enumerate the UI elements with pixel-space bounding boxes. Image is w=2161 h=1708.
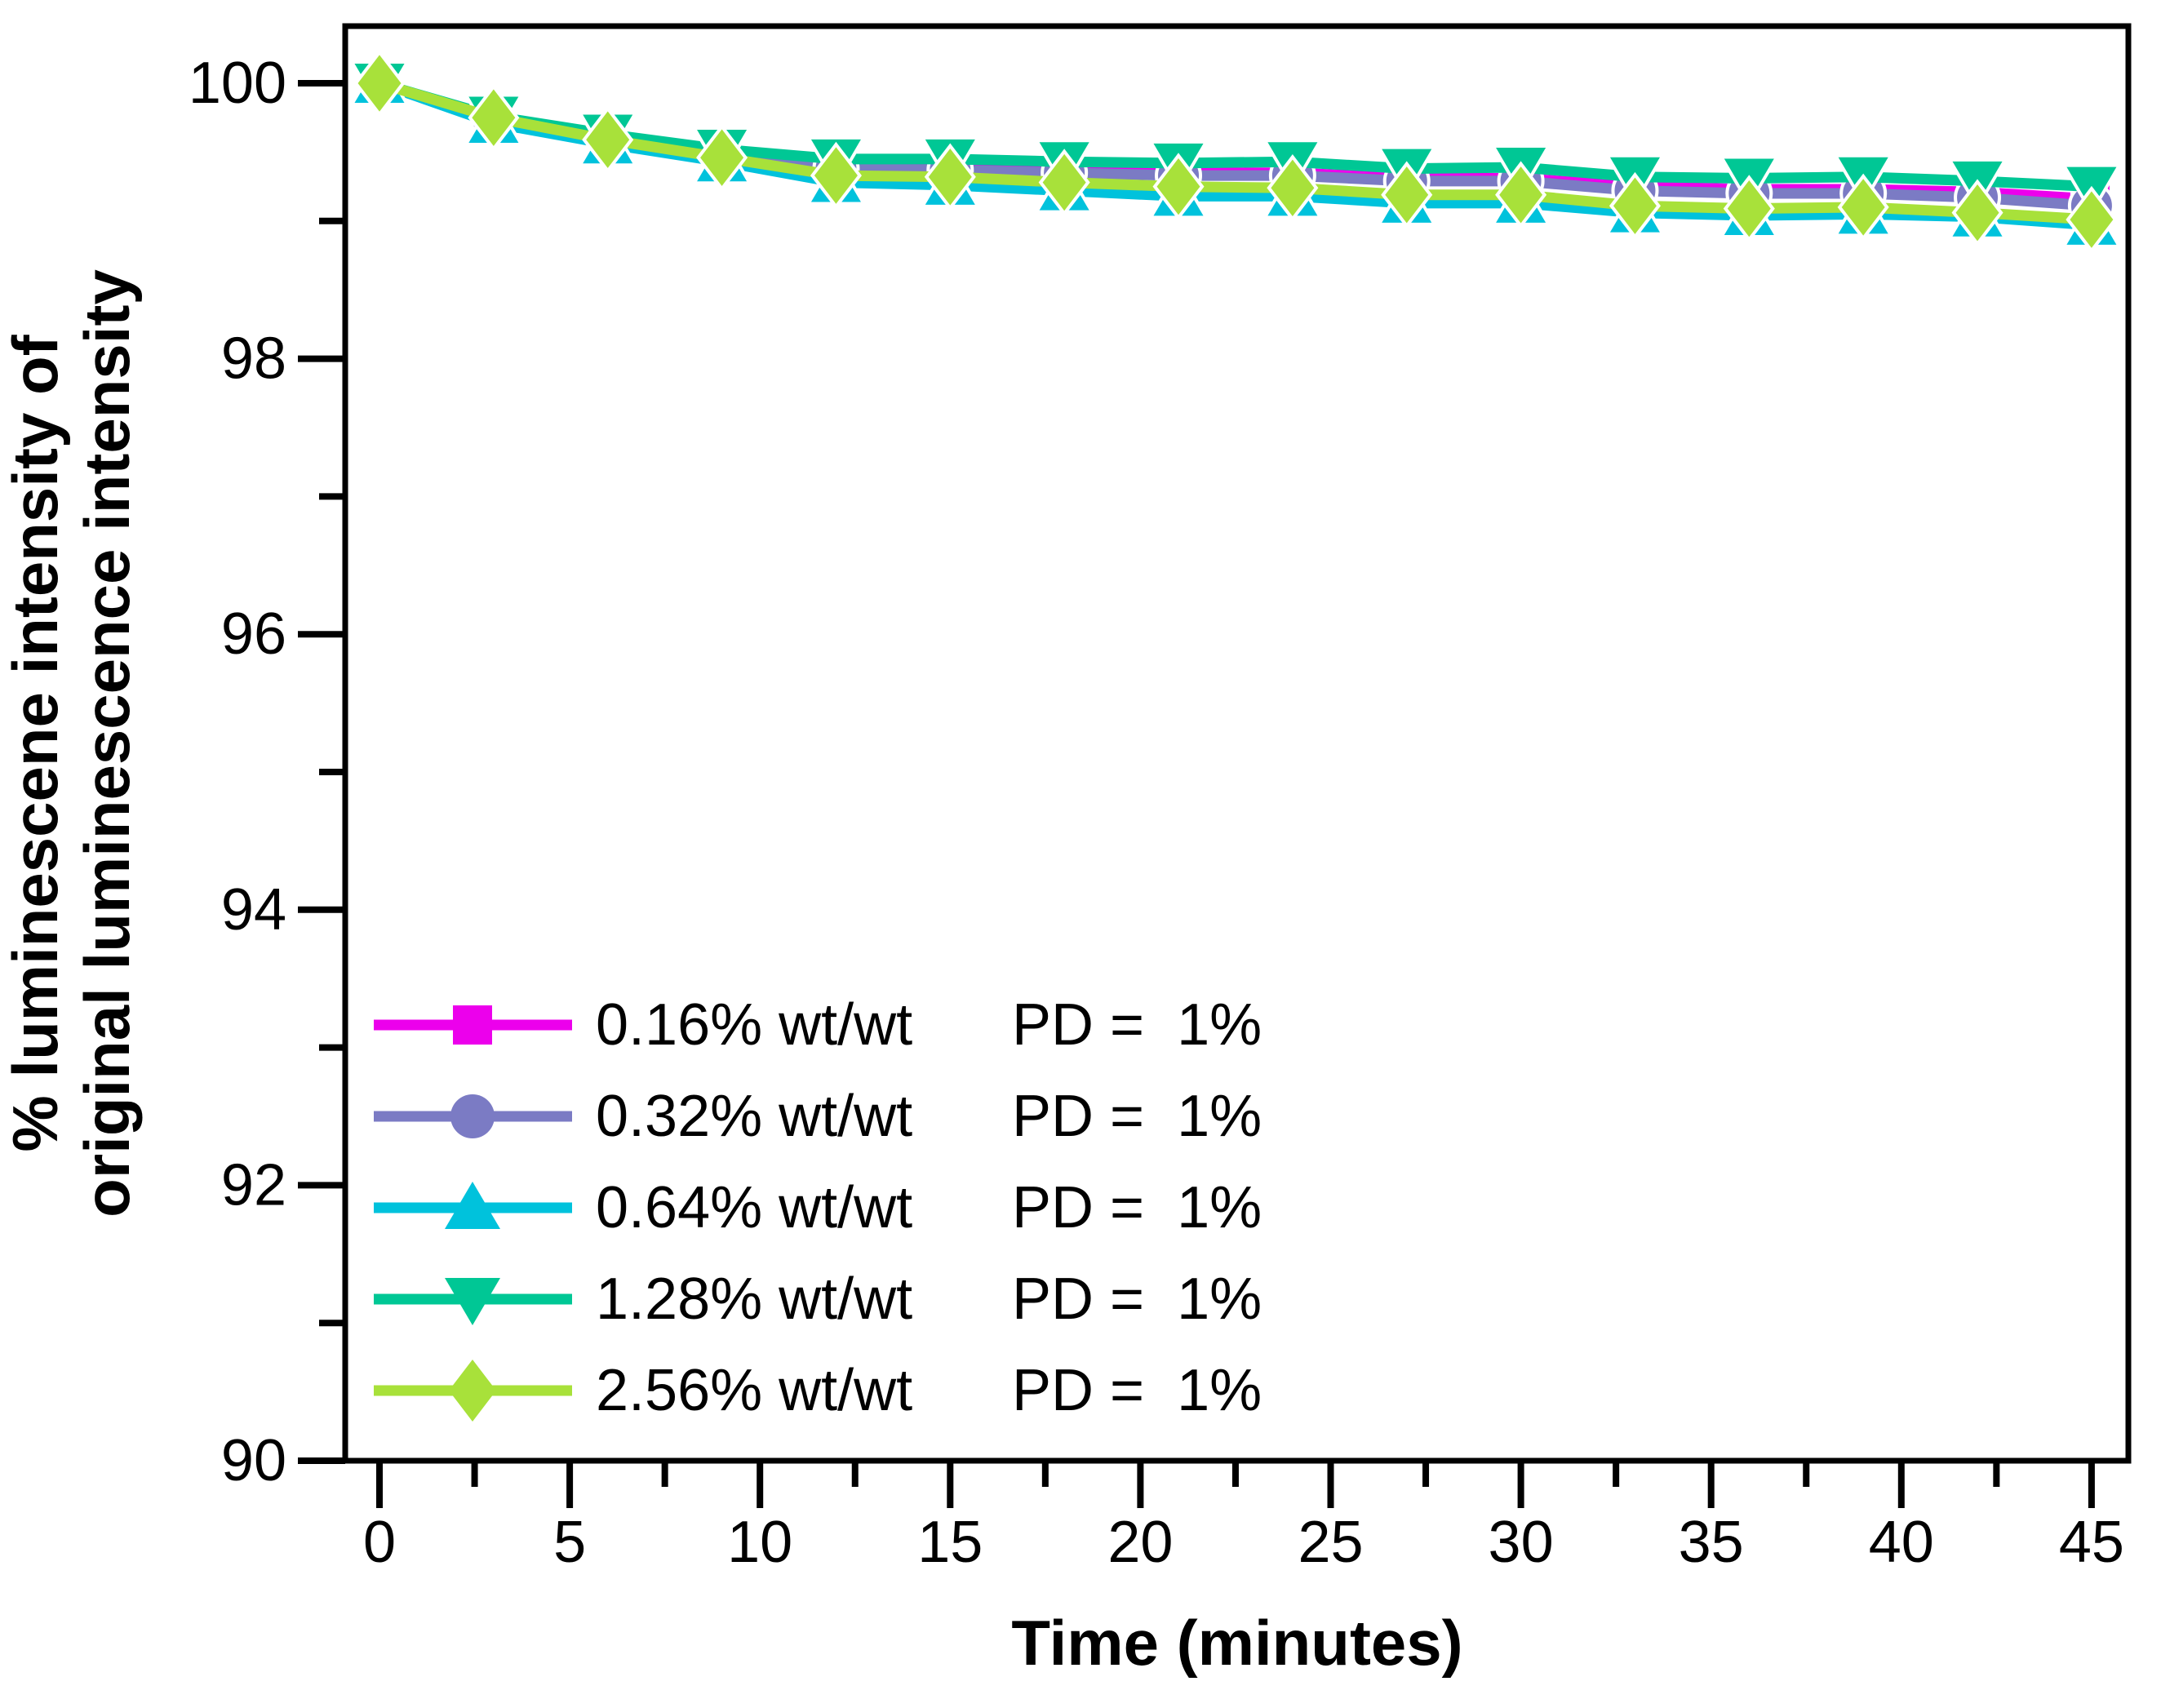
y-tick-label: 94: [221, 877, 286, 943]
x-tick-label: 35: [1679, 1510, 1744, 1575]
series-2-56-wt-wt: [353, 49, 2118, 254]
square-legend-marker: [453, 1005, 492, 1045]
y-tick-label: 90: [221, 1428, 286, 1493]
triangle-up-legend-marker: [445, 1182, 500, 1229]
y-tick-label: 98: [221, 326, 286, 392]
x-tick-label: 20: [1107, 1510, 1173, 1575]
diamond-marker: [1951, 179, 2003, 246]
x-tick-label: 10: [727, 1510, 792, 1575]
circle-legend-marker: [450, 1094, 495, 1138]
x-tick-label: 5: [553, 1510, 586, 1575]
diamond-marker: [2066, 185, 2118, 254]
legend-row: 0.16% wt/wt PD = 1%: [374, 992, 1262, 1058]
triangle-down-legend-marker: [445, 1278, 500, 1325]
x-tick-label: 25: [1298, 1510, 1363, 1575]
diamond-marker: [468, 83, 520, 152]
diamond-marker: [1038, 149, 1090, 216]
diamond-marker: [1609, 171, 1661, 240]
legend-label: 2.56% wt/wt: [596, 1358, 912, 1423]
legend-label: 0.32% wt/wt: [596, 1084, 912, 1149]
legend-pd-label: PD = 1%: [1012, 1267, 1262, 1332]
diamond-marker: [1267, 153, 1319, 222]
diamond-marker: [810, 141, 862, 210]
legend-pd-label: PD = 1%: [1012, 1084, 1262, 1149]
x-tick-label: 30: [1489, 1510, 1554, 1575]
legend-label: 0.16% wt/wt: [596, 992, 912, 1058]
x-tick-label: 0: [363, 1510, 396, 1575]
diamond-legend-marker: [449, 1360, 496, 1422]
diamond-marker: [1495, 161, 1547, 229]
x-axis-title: Time (minutes): [1011, 1607, 1462, 1679]
axes: 0 5 10 15 20 25 30 35 40 45 100 98 96 94 92 90: [189, 51, 2124, 1575]
diamond-marker: [582, 105, 634, 174]
diamond-marker: [1381, 161, 1433, 229]
legend-row: 2.56% wt/wt PD = 1%: [374, 1358, 1262, 1423]
y-tick-label: 100: [189, 51, 286, 116]
legend-pd-label: PD = 1%: [1012, 1358, 1262, 1423]
legend: 0.16% wt/wt PD = 1%0.32% wt/wt PD = 1%0.64…: [374, 992, 1262, 1423]
x-tick-label: 40: [1869, 1510, 1934, 1575]
x-tick-label: 15: [917, 1510, 983, 1575]
legend-label: 1.28% wt/wt: [596, 1267, 912, 1332]
legend-row: 0.32% wt/wt PD = 1%: [374, 1084, 1262, 1149]
legend-row: 1.28% wt/wt PD = 1%: [374, 1267, 1262, 1332]
diamond-marker: [1152, 153, 1205, 220]
diamond-marker: [1837, 173, 1889, 242]
y-tick-label: 92: [221, 1152, 286, 1218]
y-tick-label: 96: [221, 601, 286, 667]
legend-row: 0.64% wt/wt PD = 1%: [374, 1175, 1262, 1240]
diamond-marker: [696, 123, 748, 192]
legend-label: 0.64% wt/wt: [596, 1175, 912, 1240]
diamond-marker: [353, 49, 406, 118]
legend-pd-label: PD = 1%: [1012, 992, 1262, 1058]
diamond-marker: [1723, 175, 1775, 242]
plot-area: [348, 49, 2123, 254]
x-tick-label: 45: [2059, 1510, 2124, 1575]
y-axis-title-line1: % luminescene intensity of: [0, 334, 71, 1151]
series-line: [374, 78, 2097, 225]
legend-pd-label: PD = 1%: [1012, 1175, 1262, 1240]
y-axis-title-line2: original luminescence intensity: [71, 269, 143, 1218]
diamond-marker: [924, 143, 976, 211]
series-line: [374, 78, 2097, 193]
